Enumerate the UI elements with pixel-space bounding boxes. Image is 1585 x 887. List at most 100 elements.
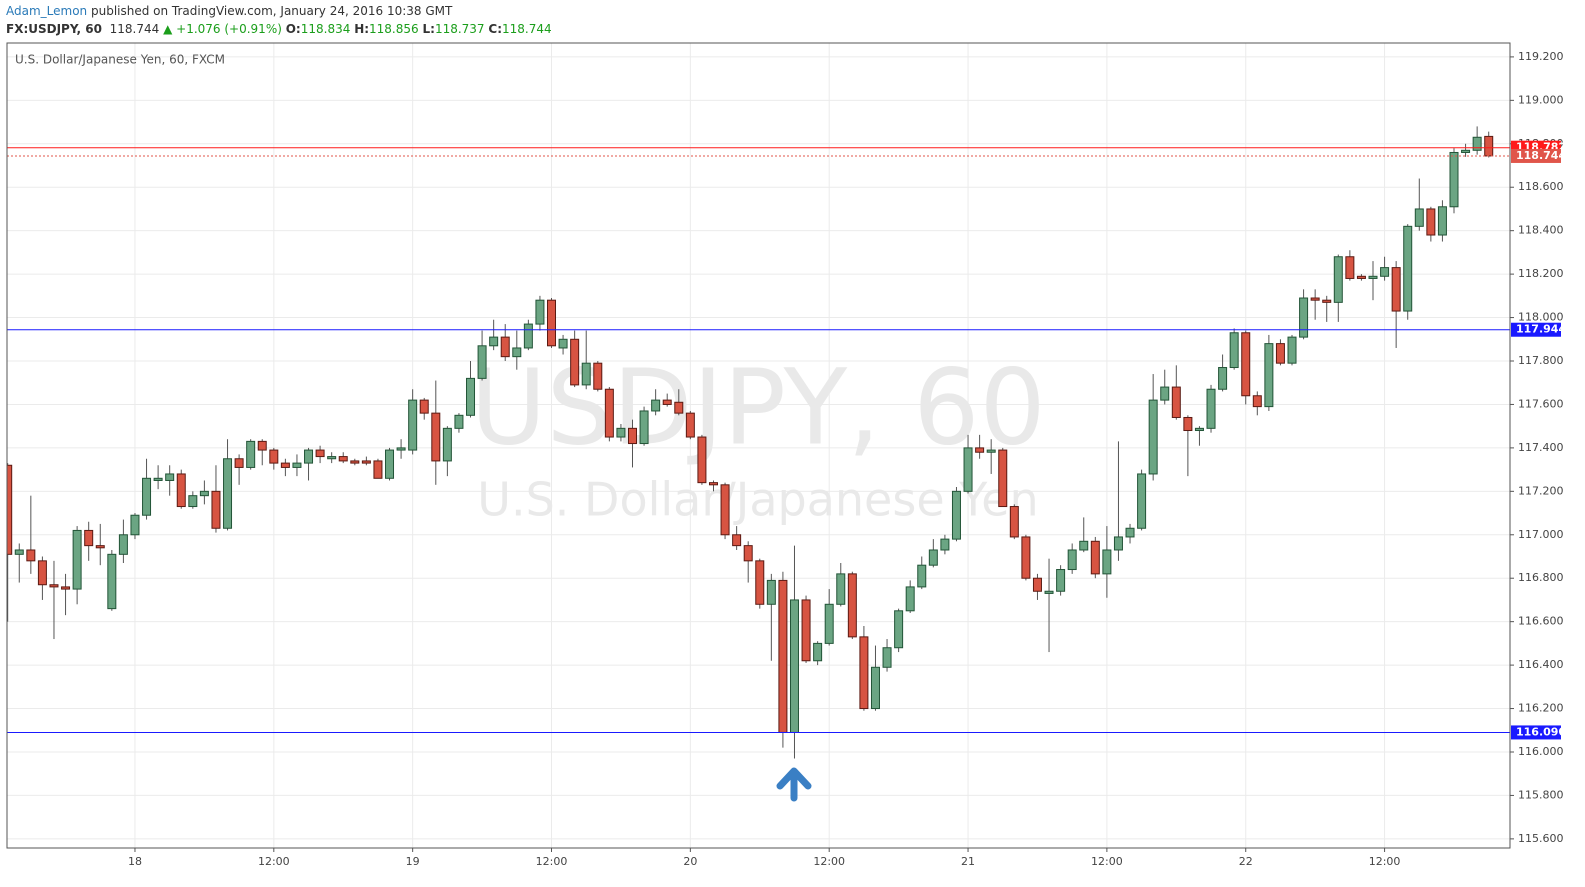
candle-body (1403, 225, 1413, 312)
y-tick-label: 116.600 (1518, 615, 1564, 628)
candle-body (1287, 336, 1297, 364)
candle-body (1206, 388, 1216, 429)
candle-body (84, 529, 94, 547)
candle-body (442, 427, 452, 462)
candle-body (905, 586, 915, 612)
candle-body (292, 462, 302, 468)
candle-body (1275, 343, 1285, 364)
x-tick-label: 18 (128, 855, 142, 868)
ohlc-value: 118.856 (369, 22, 419, 36)
candle-body (1148, 399, 1158, 475)
x-tick-label: 20 (683, 855, 697, 868)
y-tick-label: 118.600 (1518, 180, 1564, 193)
candle-body (269, 449, 279, 464)
candle-body (627, 427, 637, 445)
x-tick-label: 22 (1239, 855, 1253, 868)
candle-body (581, 362, 591, 386)
published: published on TradingView.com, January 24… (90, 4, 453, 18)
x-tick-label: 12:00 (1091, 855, 1123, 868)
publish-line: Adam_Lemon published on TradingView.com,… (6, 2, 552, 20)
candle-body (1044, 590, 1054, 594)
y-tick-label: 117.200 (1518, 484, 1564, 497)
candle-body (720, 484, 730, 536)
candle-body (755, 560, 765, 605)
header: Adam_Lemon published on TradingView.com,… (6, 2, 552, 38)
candle-body (1484, 135, 1494, 157)
candle-body (280, 462, 290, 468)
candle-body (1229, 332, 1239, 369)
candle-body (1102, 549, 1112, 575)
candle-body (1299, 297, 1309, 338)
x-tick-label: 12:00 (258, 855, 290, 868)
plot-border (6, 42, 1511, 849)
candle-body (130, 514, 140, 536)
candle-body (1368, 275, 1378, 279)
x-tick-label: 12:00 (813, 855, 845, 868)
candle-body (1090, 540, 1100, 575)
candle-body (234, 458, 244, 468)
candle-body (859, 636, 869, 710)
author[interactable]: Adam_Lemon (6, 4, 88, 18)
candle-body (604, 388, 614, 438)
candle-body (940, 538, 950, 551)
candle-body (813, 642, 823, 662)
y-tick-label: 117.600 (1518, 397, 1564, 410)
quote-line: FX:USDJPY, 60 118.744 ▲ +1.076 (+0.91%) … (6, 20, 552, 38)
price-label: 116.090 (1516, 725, 1566, 738)
candle-body (1021, 536, 1031, 579)
y-tick-label: 118.400 (1518, 224, 1564, 237)
ohlc-label: O: (285, 22, 301, 36)
candle-body (165, 473, 175, 481)
plot (7, 126, 1510, 759)
candle-body (338, 456, 348, 462)
symbol: FX:USDJPY, 60 (6, 22, 102, 36)
candle-body (72, 529, 82, 590)
candle-body (153, 477, 163, 481)
candle-body (1380, 267, 1390, 277)
candle-body (26, 549, 36, 562)
y-tick-label: 115.600 (1518, 832, 1564, 845)
x-tick-label: 21 (961, 855, 975, 868)
candle-body (61, 586, 71, 590)
candle-body (1264, 343, 1274, 408)
candle-body (37, 560, 47, 586)
ohlc-label: C: (488, 22, 502, 36)
candle-body (1391, 267, 1401, 312)
y-tick-label: 116.000 (1518, 745, 1564, 758)
candle-body (1252, 395, 1262, 408)
candle-body (732, 534, 742, 547)
candle-body (593, 362, 603, 390)
candle-body (674, 401, 684, 414)
candle-body (14, 549, 24, 555)
y-tick-label: 117.400 (1518, 441, 1564, 454)
candle-body (1194, 427, 1204, 432)
candle-body (1241, 332, 1251, 397)
candle-body (651, 399, 661, 412)
candle-body (685, 412, 695, 438)
ohlc-value: 118.744 (502, 22, 552, 36)
candle-body (176, 473, 186, 508)
watermark-subtitle: U.S. Dollar/Japanese Yen (477, 473, 1038, 527)
price-label: 118.744 (1516, 149, 1566, 162)
candle-body (1183, 416, 1193, 432)
candle-body (373, 460, 383, 479)
candle-body (477, 345, 487, 379)
change: ▲ +1.076 (+0.91%) (163, 22, 282, 36)
candle-body (385, 449, 395, 479)
candle-body (408, 399, 418, 451)
candle-body (327, 456, 337, 460)
candle-body (246, 440, 256, 468)
y-tick-label: 116.400 (1518, 658, 1564, 671)
candle-body (431, 412, 441, 462)
candle-body (454, 414, 464, 429)
candle-body (211, 490, 221, 529)
candle-body (1067, 549, 1077, 571)
candle-body (963, 447, 973, 492)
x-tick-label: 19 (406, 855, 420, 868)
candle-body (616, 427, 626, 438)
y-tick-label: 115.800 (1518, 788, 1564, 801)
candle-body (1437, 206, 1447, 236)
candle-body (558, 338, 568, 349)
